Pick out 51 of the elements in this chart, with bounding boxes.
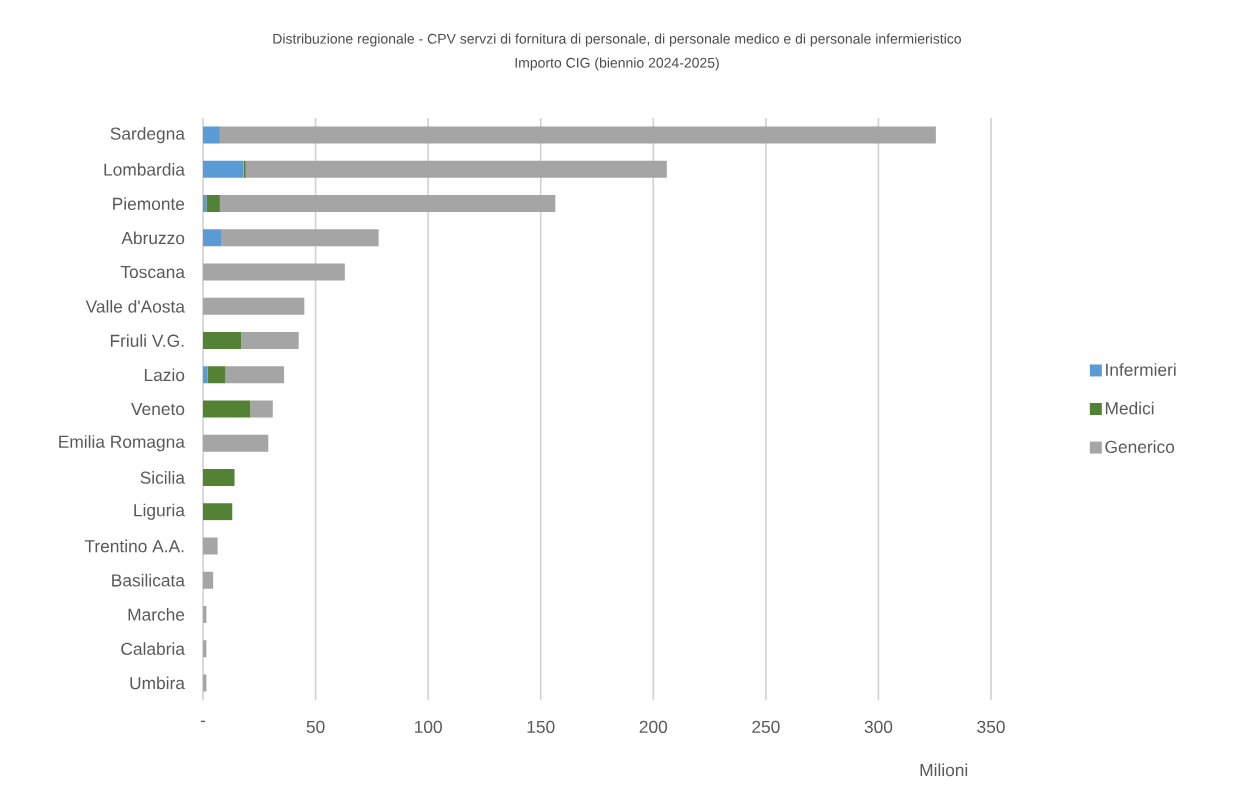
bar [203, 434, 269, 452]
bar [219, 126, 936, 144]
x-tick-label: 250 [752, 720, 780, 733]
legend-label: Generico [1105, 440, 1175, 454]
y-tick-label: Abruzzo [121, 231, 185, 245]
y-tick-label: Basilicata [112, 573, 185, 587]
x-tick-label: 300 [864, 720, 893, 733]
y-tick-label: Emilia Romagna [59, 435, 185, 452]
bar [203, 160, 244, 178]
y-tick-label: Trentino A.A. [84, 539, 184, 553]
bar [219, 195, 556, 213]
bar [241, 332, 299, 350]
x-axis-title: Milioni [920, 763, 968, 777]
y-tick-label: Lazio [144, 368, 185, 382]
legend-label: Medici [1105, 401, 1154, 415]
y-tick-label: Valle d'Aosta [85, 299, 185, 313]
bar [203, 126, 220, 144]
bar [225, 366, 285, 384]
x-tick-label: - [200, 720, 206, 723]
y-tick-label: Calabria [121, 642, 185, 656]
y-tick-label: Sardegna [110, 127, 185, 144]
bar [245, 160, 667, 178]
bar [203, 297, 305, 315]
y-tick-label: Toscana [120, 266, 185, 279]
y-tick-label: Piemonte [113, 197, 185, 210]
y-tick-label: Liguria [134, 503, 185, 520]
bar [203, 263, 345, 281]
bar [206, 195, 220, 213]
bar [203, 503, 233, 521]
bar [221, 229, 379, 247]
bar [207, 366, 226, 384]
bar [203, 468, 235, 486]
bar [203, 537, 218, 555]
x-tick-label: 50 [306, 720, 325, 733]
y-tick-label: Marche [128, 608, 185, 621]
chart-title: Distribuzione regionale - CPV servzi di fornitura di personale, di personale medico e di personale infermieristico [273, 33, 961, 47]
bar [203, 332, 242, 350]
bar [203, 229, 222, 247]
x-tick-label: 200 [639, 720, 668, 733]
y-tick-label: Umbira [130, 676, 185, 690]
legend-label: Infermieri [1106, 363, 1176, 376]
y-tick-label: Veneto [131, 402, 185, 416]
x-tick-label: 100 [415, 720, 442, 733]
x-tick-label: 150 [527, 720, 555, 733]
bar [203, 400, 251, 418]
y-tick-label: Lombardia [104, 162, 185, 176]
x-tick-label: 350 [977, 720, 1005, 733]
y-tick-label: Sicilia [140, 471, 185, 484]
bar [250, 400, 273, 418]
y-tick-label: Friuli V.G. [110, 334, 184, 347]
chart-subtitle: Importo CIG (biennio 2024-2025) [515, 57, 719, 71]
